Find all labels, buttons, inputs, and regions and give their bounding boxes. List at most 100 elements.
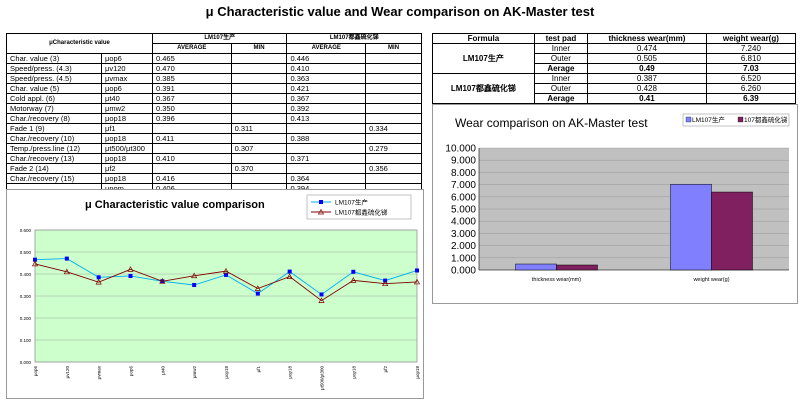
- row-name: Char./recovery (8): [6, 113, 102, 124]
- row-param: μf1: [101, 123, 153, 134]
- row-name: Fade 2 (14): [6, 163, 102, 174]
- x-tick-label: μv120: [65, 366, 70, 379]
- row-name: Char./recovery (13): [6, 153, 102, 164]
- bar: [556, 264, 598, 271]
- y-tick-label: 5.000: [451, 205, 476, 216]
- legend-label: 107都鑫硫化锑: [744, 115, 788, 124]
- data-point: [318, 297, 325, 303]
- a-min: [230, 63, 288, 74]
- row-param: μop6: [101, 53, 153, 64]
- thickness-wear: 0.49: [587, 63, 707, 74]
- b-min: [365, 93, 422, 104]
- col-min-header: MIN: [365, 43, 422, 54]
- data-point: [413, 278, 421, 285]
- data-point: [128, 273, 133, 278]
- group-b-header: LM107都鑫硫化锑: [286, 33, 422, 44]
- y-tick-label: 0.100: [20, 338, 32, 343]
- col-average-header: AVERAGE: [286, 43, 367, 54]
- wear-header-row: Formula test pad thickness wear(mm) weight …: [432, 33, 797, 44]
- a-average: [152, 143, 232, 154]
- b-min: [365, 103, 422, 114]
- data-point: [350, 277, 357, 283]
- legend-label: LM107生产: [335, 198, 368, 207]
- data-point: [191, 272, 198, 279]
- row-name: Cold appl. (6): [6, 93, 102, 104]
- row-name: Temp./press.line (12): [6, 143, 102, 154]
- weight-wear: 6.39: [705, 93, 797, 104]
- table-row: Cold appl. (6) μt40 0.367 0.367: [6, 93, 422, 104]
- y-tick-label: 0.400: [20, 272, 32, 277]
- x-tick-label: μf1: [256, 366, 261, 373]
- wear-row: LM107生产 Inner 0.474 7.240: [432, 43, 797, 74]
- y-tick-label: 8.000: [451, 168, 476, 179]
- row-param: μf2: [101, 163, 153, 174]
- b-average: 0.421: [286, 83, 367, 94]
- weight-wear: 6.520: [705, 73, 797, 84]
- y-tick-label: 1.000: [451, 253, 476, 264]
- b-min: [365, 153, 422, 164]
- x-tick-label: μop6: [129, 366, 134, 377]
- chart-title: Wear comparison on AK-Master test: [455, 116, 648, 130]
- group-a-header: LM107生产: [151, 33, 288, 44]
- row-name: Char./recovery (10): [6, 133, 102, 144]
- y-tick-label: 0.600: [20, 228, 32, 233]
- data-point: [33, 257, 37, 262]
- chart-title: μ Characteristic value comparison: [85, 199, 265, 211]
- legend-marker: [317, 208, 325, 215]
- wear-row: Aerage 0.41 6.39: [433, 93, 797, 104]
- data-point: [319, 292, 324, 297]
- row-param: μt40: [101, 93, 153, 104]
- data-point: [63, 268, 70, 275]
- row-name: Fade 1 (9): [6, 123, 102, 134]
- b-min: [365, 83, 422, 94]
- table-row: Char./recovery (13) μop18 0.410 0.371: [6, 153, 422, 164]
- b-average: 0.388: [286, 133, 367, 144]
- weight-wear: 6.260: [705, 83, 797, 94]
- test-pad-header: test pad: [533, 33, 589, 44]
- x-tick-label: μop6: [33, 366, 38, 377]
- x-tick-label: μop18: [415, 366, 420, 379]
- a-min: 0.311: [230, 123, 288, 134]
- table-row: Fade 1 (9) μf1 0.311 0.334: [6, 123, 422, 134]
- y-tick-label: 0.500: [20, 250, 32, 255]
- b-average: 0.410: [286, 63, 367, 74]
- test-pad: Inner: [533, 43, 589, 54]
- y-tick-label: 7.000: [451, 180, 476, 191]
- row-name: Motorway (7): [6, 103, 102, 114]
- legend-label: LM107都鑫硫化锑: [335, 208, 388, 217]
- bar: [670, 183, 712, 271]
- a-average: 0.410: [152, 153, 232, 164]
- row-param: μmw2: [101, 103, 153, 114]
- row-name: Speed/press. (4.3): [6, 63, 102, 74]
- b-average: [286, 123, 367, 134]
- legend-box: [306, 194, 412, 220]
- table-subheader-row: AVERAGE MIN AVERAGE MIN: [7, 43, 422, 54]
- a-average: [152, 123, 232, 134]
- wear-comparison-chart: Wear comparison on AK-Master test 10.000 9…: [432, 104, 798, 304]
- weight-wear-header: weight wear(g): [705, 33, 797, 44]
- table-header-row: μCharacteristic value LM107生产 LM107都鑫硫化锑: [6, 33, 422, 54]
- b-average: 0.446: [286, 53, 367, 64]
- a-average: 0.391: [152, 83, 232, 94]
- table-row: Char. value (5) μop6 0.391 0.421: [6, 83, 422, 94]
- weight-wear: 7.240: [705, 43, 797, 54]
- a-min: [230, 103, 288, 114]
- data-point: [64, 256, 69, 261]
- bar: [711, 191, 753, 271]
- row-param: μvmax: [101, 73, 153, 84]
- legend-box: [682, 113, 790, 127]
- y-tick-label: 10.000: [445, 144, 476, 155]
- b-average: 0.392: [286, 103, 367, 114]
- x-tick-label: thickness wear(mm): [532, 277, 581, 283]
- thickness-wear-header: thickness wear(mm): [587, 33, 707, 44]
- mu-comparison-svg: μ Characteristic value comparison 0.600 0.…: [20, 194, 421, 390]
- row-param: μt500/μt300: [101, 143, 153, 154]
- row-param: μop18: [101, 153, 153, 164]
- legend-swatch: [737, 116, 744, 123]
- b-average: 0.371: [286, 153, 367, 164]
- col-min-header: MIN: [230, 43, 288, 54]
- b-min: [365, 73, 422, 84]
- thickness-wear: 0.387: [587, 73, 707, 84]
- x-tick-label: μmw2: [192, 366, 197, 379]
- data-point: [95, 278, 102, 285]
